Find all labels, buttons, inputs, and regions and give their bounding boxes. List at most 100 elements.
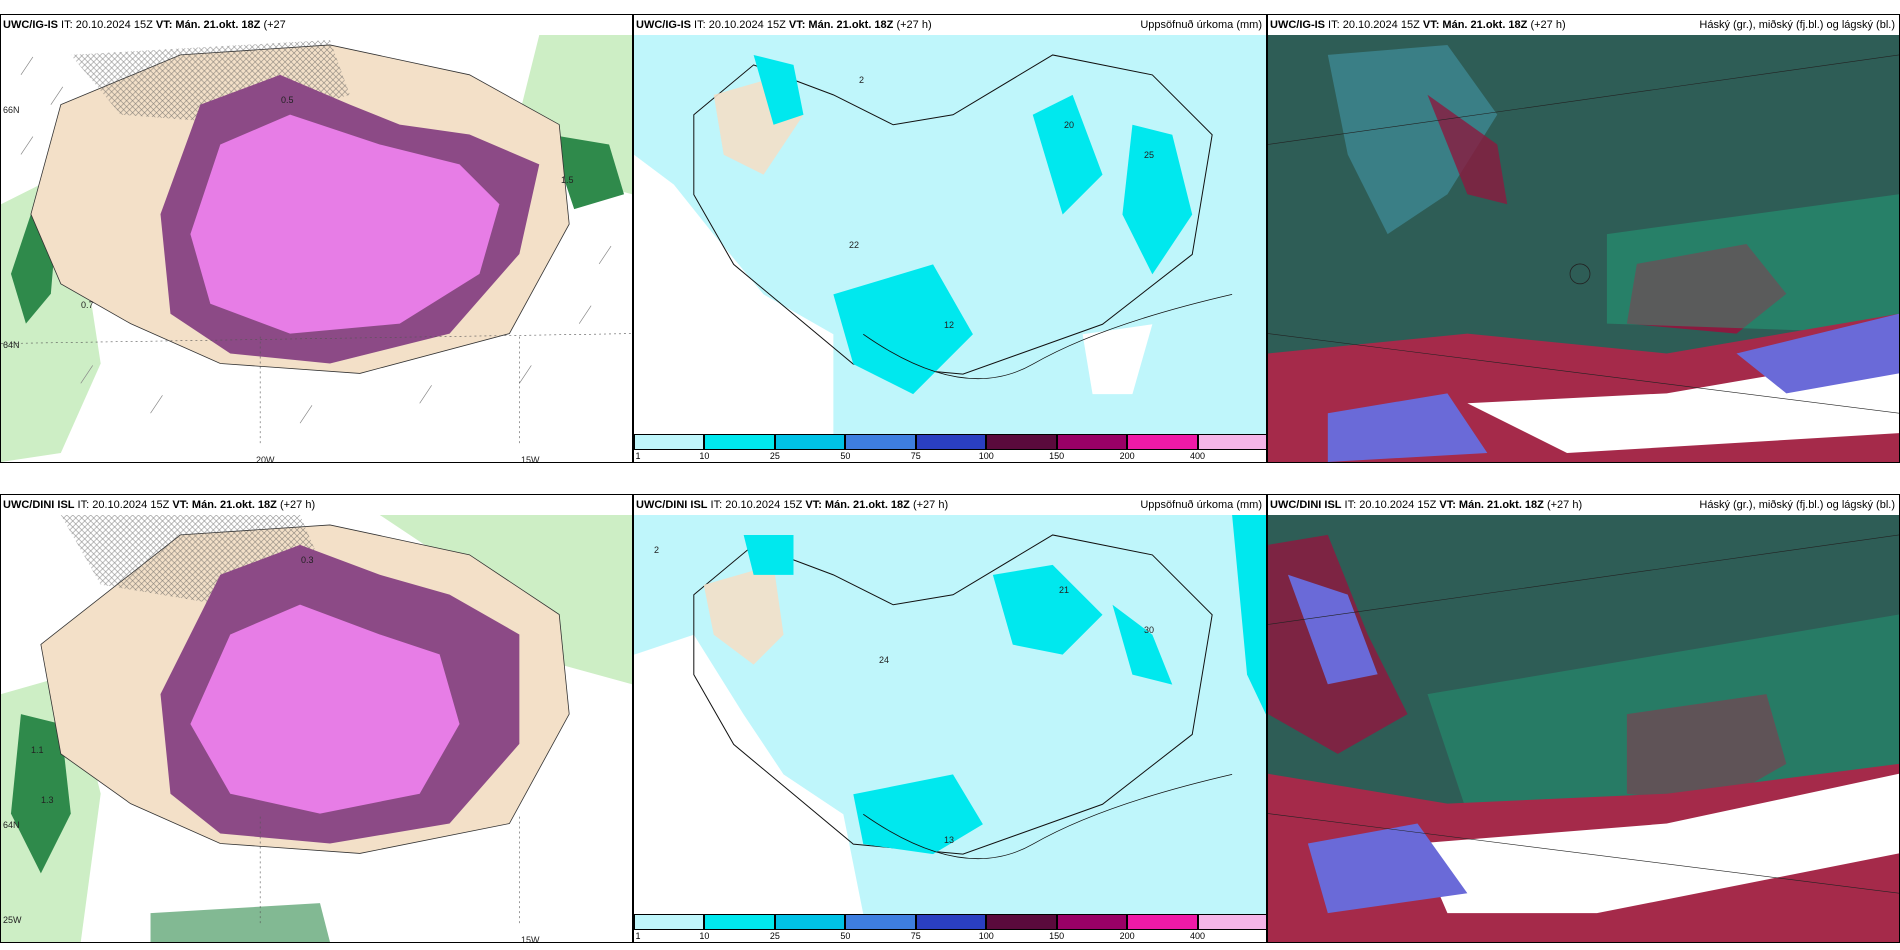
colorbar-tick-label: 75 bbox=[910, 931, 921, 941]
title-model: UWC/IG-IS bbox=[1270, 19, 1325, 31]
colorbar-tick-label: 1 bbox=[635, 931, 641, 941]
title-init: IT: 20.10.2024 15Z bbox=[691, 19, 789, 31]
title-init: IT: 20.10.2024 15Z bbox=[707, 499, 806, 511]
lifted-value: 0.5 bbox=[281, 95, 294, 105]
colorbar-tick-label: 100 bbox=[978, 451, 994, 461]
colorbar-tick-label: 75 bbox=[910, 451, 921, 461]
title-model: UWC/IG-IS bbox=[3, 19, 58, 31]
lon-label-20w: 20W bbox=[256, 455, 275, 463]
cloud-map-svg bbox=[1268, 515, 1899, 942]
colorbar-tick-label: 200 bbox=[1119, 451, 1135, 461]
title-vt: VT: Mán. 21.okt. 18Z bbox=[1422, 19, 1528, 31]
lat-label-64n: 64N bbox=[3, 820, 20, 830]
colorbar-tick-label: 25 bbox=[769, 931, 780, 941]
title-vt: VT: Mán. 21.okt. 18Z bbox=[805, 499, 910, 511]
colorbar-swatch bbox=[1127, 914, 1198, 930]
colorbar-swatch bbox=[845, 434, 916, 450]
cloud-map-svg bbox=[1268, 35, 1899, 462]
colorbar-tick-label: 400 bbox=[1190, 451, 1206, 461]
colorbar-swatch bbox=[1127, 434, 1198, 450]
map-precip-bottom bbox=[634, 515, 1266, 914]
lifted-map-svg bbox=[1, 35, 632, 462]
panel-title: UWC/DINI ISL IT: 20.10.2024 15Z VT: Mán.… bbox=[1, 495, 632, 515]
title-model: UWC/DINI ISL bbox=[1270, 499, 1342, 511]
precip-value: 12 bbox=[944, 320, 955, 330]
lon-label-15w: 15W bbox=[521, 935, 540, 943]
title-model: UWC/IG-IS bbox=[636, 19, 691, 31]
title-lead: (+27 bbox=[260, 19, 286, 31]
panel-top-mid: UWC/IG-IS IT: 20.10.2024 15Z VT: Mán. 21… bbox=[633, 14, 1267, 463]
panel-bottom-left: UWC/DINI ISL IT: 20.10.2024 15Z VT: Mán.… bbox=[0, 494, 633, 943]
colorbar-swatch bbox=[845, 914, 916, 930]
lifted-value: 1.5 bbox=[561, 175, 574, 185]
panel-bottom-mid: UWC/DINI ISL IT: 20.10.2024 15Z VT: Mán.… bbox=[633, 494, 1267, 943]
title-model: UWC/DINI ISL bbox=[636, 499, 708, 511]
lifted-value: 0.7 bbox=[81, 300, 94, 310]
colorbar-swatch bbox=[1197, 914, 1266, 930]
title-field: Uppsöfnuð úrkoma (mm) bbox=[1140, 499, 1262, 511]
panel-top-left: UWC/IG-IS IT: 20.10.2024 15Z VT: Mán. 21… bbox=[0, 14, 633, 463]
panel-title: UWC/IG-IS IT: 20.10.2024 15Z VT: Mán. 21… bbox=[1268, 15, 1899, 35]
title-init: IT: 20.10.2024 15Z bbox=[1341, 499, 1440, 511]
title-model: UWC/DINI ISL bbox=[3, 499, 75, 511]
colorbar-tick-label: 150 bbox=[1049, 451, 1065, 461]
precip-value: 22 bbox=[849, 240, 860, 250]
panel-bottom-right: UWC/DINI ISL IT: 20.10.2024 15Z VT: Mán.… bbox=[1267, 494, 1900, 943]
lat-label-66n: 66N bbox=[3, 105, 20, 115]
precip-value: 2 bbox=[859, 75, 865, 85]
precip-colorbar: 1 10 25 50 75 100 150 200 400 bbox=[634, 914, 1266, 942]
precip-value: 20 bbox=[1064, 120, 1075, 130]
lat-label-64n: 64N bbox=[3, 340, 20, 350]
title-init: IT: 20.10.2024 15Z bbox=[74, 499, 173, 511]
title-vt: VT: Mán. 21.okt. 18Z bbox=[1439, 499, 1544, 511]
precip-value: 13 bbox=[944, 835, 955, 845]
colorbar-tick-label: 25 bbox=[769, 451, 780, 461]
colorbar-tick-label: 200 bbox=[1119, 931, 1135, 941]
title-field: Háský (gr.), miðský (fj.bl.) og lágský (… bbox=[1699, 499, 1895, 511]
precip-value: 30 bbox=[1144, 625, 1155, 635]
colorbar-swatch bbox=[774, 434, 846, 450]
map-clouds-top bbox=[1268, 35, 1899, 462]
panel-title: UWC/IG-IS IT: 20.10.2024 15Z VT: Mán. 21… bbox=[1, 15, 632, 35]
panel-title: UWC/DINI ISL IT: 20.10.2024 15Z VT: Mán.… bbox=[1268, 495, 1899, 515]
title-init: IT: 20.10.2024 15Z bbox=[1325, 19, 1423, 31]
title-vt: VT: Mán. 21.okt. 18Z bbox=[172, 499, 277, 511]
colorbar-tick-label: 10 bbox=[699, 931, 710, 941]
title-field: Uppsöfnuð úrkoma (mm) bbox=[1140, 19, 1262, 31]
title-lead: (+27 h) bbox=[276, 499, 316, 511]
colorbar-tick-label: 10 bbox=[699, 451, 710, 461]
title-lead: (+27 h) bbox=[893, 19, 932, 31]
precip-colorbar: 1 10 25 50 75 100 150 200 400 bbox=[634, 434, 1266, 462]
map-lifted-index-bottom bbox=[1, 515, 632, 942]
title-init: IT: 20.10.2024 15Z bbox=[58, 19, 156, 31]
map-clouds-bottom bbox=[1268, 515, 1899, 942]
lifted-value: 1.1 bbox=[31, 745, 44, 755]
colorbar-swatch bbox=[1197, 434, 1266, 450]
colorbar-swatch bbox=[986, 914, 1057, 930]
map-lifted-index-top bbox=[1, 35, 632, 462]
panel-top-right: UWC/IG-IS IT: 20.10.2024 15Z VT: Mán. 21… bbox=[1267, 14, 1900, 463]
precip-value: 24 bbox=[879, 655, 890, 665]
lifted-value: 1.3 bbox=[41, 795, 54, 805]
colorbar-tick-label: 50 bbox=[840, 931, 851, 941]
lifted-map-svg bbox=[1, 515, 632, 942]
colorbar-tick-label: 1 bbox=[635, 451, 641, 461]
map-precip-top bbox=[634, 35, 1266, 434]
colorbar-tick-label: 150 bbox=[1049, 931, 1065, 941]
colorbar-swatch bbox=[915, 914, 987, 930]
title-lead: (+27 h) bbox=[1543, 499, 1583, 511]
colorbar-tick-label: 50 bbox=[840, 451, 851, 461]
colorbar-swatch bbox=[704, 434, 775, 450]
panel-title: UWC/IG-IS IT: 20.10.2024 15Z VT: Mán. 21… bbox=[634, 15, 1266, 35]
colorbar-tick-label: 100 bbox=[978, 931, 994, 941]
lat-label-25w: 25W bbox=[3, 915, 22, 925]
precip-value: 2 bbox=[654, 545, 660, 555]
colorbar-tick-label: 400 bbox=[1190, 931, 1206, 941]
precip-map-svg bbox=[634, 515, 1266, 914]
colorbar-swatch bbox=[634, 434, 705, 450]
title-vt: VT: Mán. 21.okt. 18Z bbox=[155, 19, 261, 31]
precip-value: 21 bbox=[1059, 585, 1070, 595]
colorbar-swatch bbox=[1056, 914, 1128, 930]
precip-value: 25 bbox=[1144, 150, 1155, 160]
precip-map-svg bbox=[634, 35, 1266, 434]
